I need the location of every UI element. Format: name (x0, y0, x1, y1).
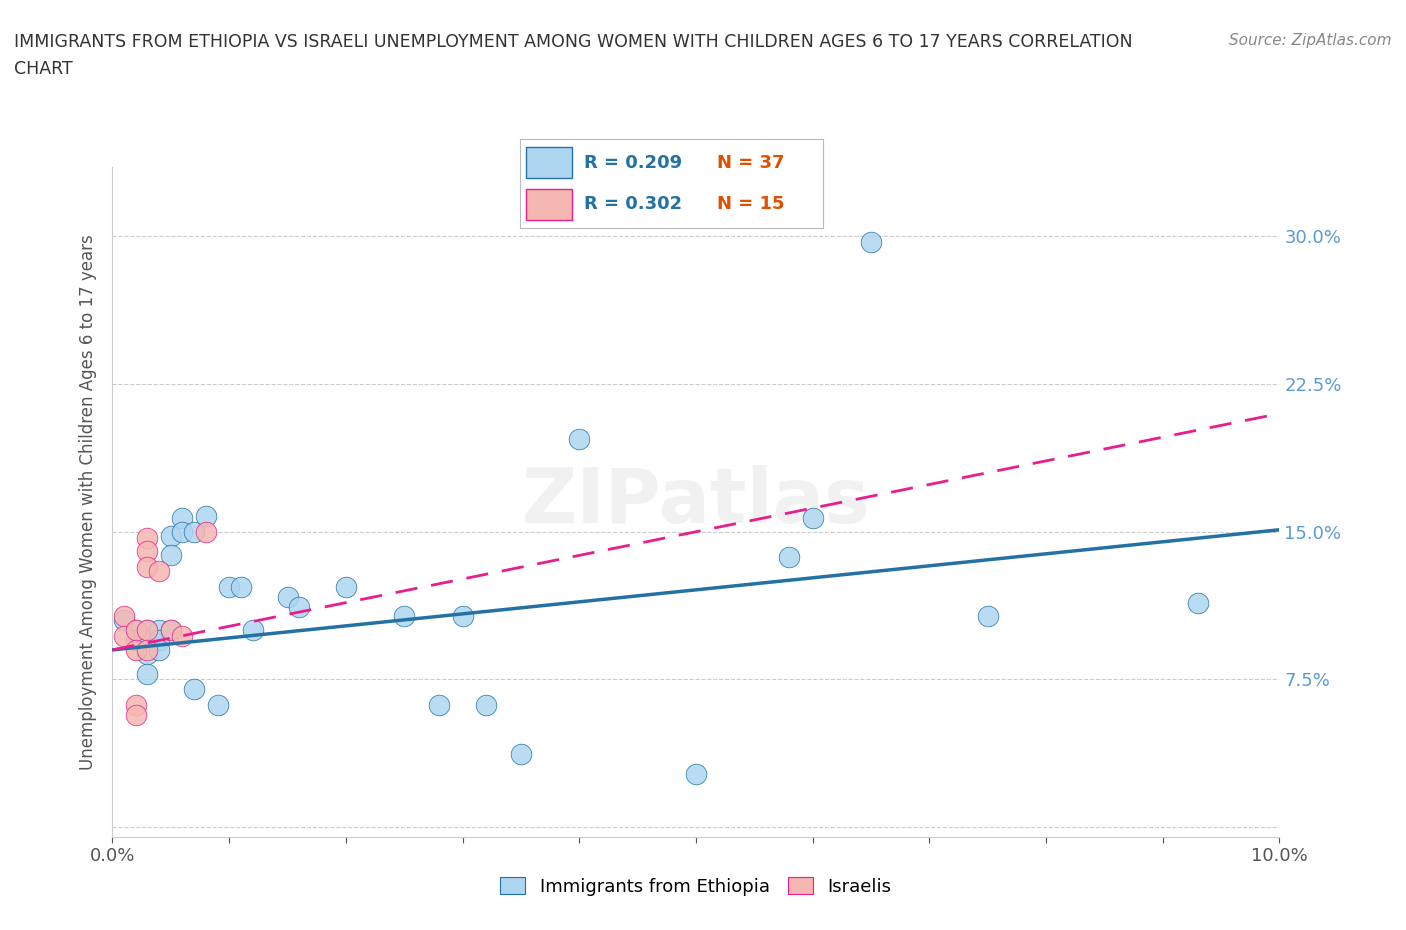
Point (335, 579, 357, 594)
Point (125, 623, 148, 638)
Text: R = 0.209: R = 0.209 (583, 153, 682, 172)
Point (160, 623, 183, 638)
Point (112, 609, 135, 624)
Point (242, 623, 264, 638)
Point (125, 623, 148, 638)
Point (136, 632, 159, 647)
Point (229, 579, 252, 594)
Point (172, 629, 194, 644)
Point (112, 613, 135, 628)
Point (172, 511, 194, 525)
Point (194, 509, 217, 524)
Point (509, 747, 531, 762)
Point (136, 560, 159, 575)
Point (172, 525, 194, 539)
Text: R = 0.302: R = 0.302 (583, 195, 682, 214)
Point (112, 629, 135, 644)
Point (136, 623, 159, 638)
Point (160, 548, 183, 563)
Point (288, 599, 311, 614)
Point (125, 698, 148, 712)
Point (160, 623, 183, 638)
Point (276, 590, 298, 604)
Text: ZIPatlas: ZIPatlas (522, 465, 870, 539)
Text: N = 15: N = 15 (717, 195, 785, 214)
Point (148, 632, 170, 647)
Point (160, 528, 183, 543)
Point (427, 698, 450, 712)
FancyBboxPatch shape (526, 148, 572, 179)
Point (136, 646, 159, 661)
Point (136, 544, 159, 559)
Point (859, 234, 883, 249)
Text: Source: ZipAtlas.com: Source: ZipAtlas.com (1229, 33, 1392, 47)
Point (685, 766, 707, 781)
Legend: Immigrants from Ethiopia, Israelis: Immigrants from Ethiopia, Israelis (491, 868, 901, 905)
Text: CHART: CHART (14, 60, 73, 78)
Point (392, 609, 416, 624)
Point (183, 525, 205, 539)
Point (976, 609, 998, 624)
Point (218, 579, 240, 594)
Point (136, 666, 159, 681)
Point (148, 564, 170, 578)
Point (207, 698, 229, 712)
Text: IMMIGRANTS FROM ETHIOPIA VS ISRAELI UNEMPLOYMENT AMONG WOMEN WITH CHILDREN AGES : IMMIGRANTS FROM ETHIOPIA VS ISRAELI UNEM… (14, 33, 1133, 50)
FancyBboxPatch shape (526, 189, 572, 219)
Point (568, 432, 591, 446)
Point (1187, 595, 1209, 610)
Point (194, 525, 217, 539)
Point (136, 530, 159, 545)
Text: N = 37: N = 37 (717, 153, 785, 172)
Point (136, 643, 159, 658)
Point (801, 511, 824, 525)
Point (125, 643, 148, 658)
Point (451, 609, 474, 624)
Point (183, 682, 205, 697)
Point (125, 632, 148, 647)
Point (148, 623, 170, 638)
Point (125, 708, 148, 723)
Point (778, 550, 800, 565)
Point (148, 643, 170, 658)
Y-axis label: Unemployment Among Women with Children Ages 6 to 17 years: Unemployment Among Women with Children A… (79, 234, 97, 770)
Point (475, 698, 498, 712)
Point (136, 623, 159, 638)
